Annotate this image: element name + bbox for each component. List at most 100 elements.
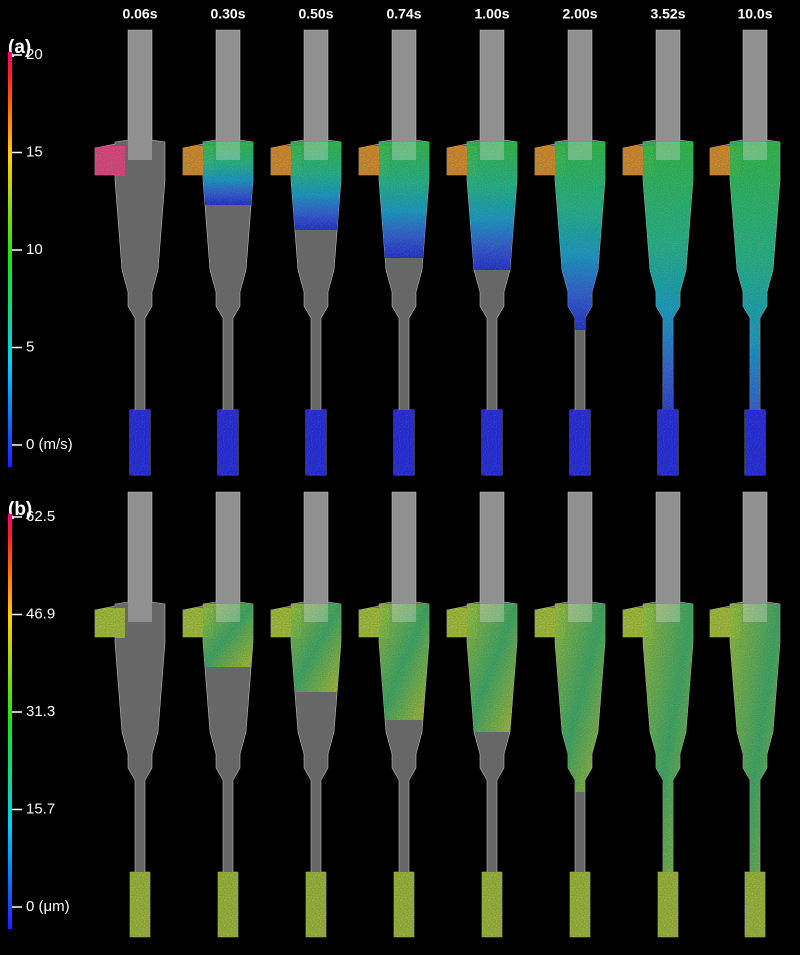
vortex-finder <box>392 492 416 622</box>
collected-particles <box>658 410 678 475</box>
cyclone <box>94 491 166 938</box>
cyclone <box>534 491 606 938</box>
cyclone <box>709 491 781 938</box>
collected-particles <box>658 872 678 937</box>
panel-label: (b) <box>8 499 32 520</box>
particles <box>710 142 780 475</box>
particles <box>95 146 150 475</box>
colorbar-label: 0 (m/s) <box>26 436 73 453</box>
cyclone-particles <box>467 142 517 270</box>
cyclone <box>446 491 518 938</box>
vortex-finder <box>304 30 328 160</box>
cyclone <box>182 491 254 938</box>
colorbar-label: 20 <box>26 46 43 63</box>
collected-particles <box>482 410 502 475</box>
cyclone-particles <box>291 142 341 230</box>
collected-particles <box>482 872 502 937</box>
colorbar-label: 46.9 <box>26 605 55 622</box>
collected-particles <box>394 872 414 937</box>
collected-particles <box>306 410 326 475</box>
cyclone-particles <box>379 142 429 258</box>
vortex-finder <box>304 492 328 622</box>
cyclone <box>622 491 694 938</box>
cyclone-particles <box>643 604 693 892</box>
vortex-finder <box>656 492 680 622</box>
vortex-finder <box>743 30 767 160</box>
vortex-finder <box>128 30 152 160</box>
vortex-finder <box>743 492 767 622</box>
cyclone <box>270 491 342 938</box>
particles <box>535 142 605 475</box>
time-label: 0.30s <box>210 6 245 22</box>
vortex-finder <box>656 30 680 160</box>
time-label: 1.00s <box>474 6 509 22</box>
vortex-finder <box>568 30 592 160</box>
particles <box>359 604 429 937</box>
time-label: 3.52s <box>650 6 685 22</box>
colorbar-label: 10 <box>26 241 43 258</box>
cyclone-particles <box>291 604 341 692</box>
cyclone <box>709 29 781 476</box>
inlet-particles <box>95 146 125 176</box>
collected-particles <box>130 872 150 937</box>
cyclone <box>358 29 430 476</box>
particles <box>623 142 693 475</box>
particles <box>359 142 429 475</box>
colorbar-label: 62.5 <box>26 508 55 525</box>
particles <box>271 604 341 937</box>
colorbar <box>8 514 12 929</box>
vortex-finder <box>568 492 592 622</box>
collected-particles <box>745 410 765 475</box>
collected-particles <box>570 410 590 475</box>
collected-particles <box>218 872 238 937</box>
particles <box>710 604 780 937</box>
cyclone <box>94 29 166 476</box>
colorbar-label: 15 <box>26 143 43 160</box>
cyclone <box>182 29 254 476</box>
particles <box>447 604 517 937</box>
cyclone-particles <box>555 142 605 330</box>
colorbar-label: 15.7 <box>26 800 55 817</box>
collected-particles <box>570 872 590 937</box>
particles <box>623 604 693 937</box>
vortex-finder <box>216 492 240 622</box>
cyclone-particles <box>555 604 605 792</box>
time-label: 2.00s <box>562 6 597 22</box>
cyclone-particles <box>467 604 517 732</box>
cyclones <box>94 29 781 938</box>
particles <box>271 142 341 475</box>
time-label: 0.06s <box>122 6 157 22</box>
time-label: 10.0s <box>737 6 772 22</box>
time-label: 0.50s <box>298 6 333 22</box>
cyclone-particles <box>379 604 429 720</box>
colorbar-label: 5 <box>26 338 34 355</box>
collected-particles <box>394 410 414 475</box>
cyclone <box>534 29 606 476</box>
time-label: 0.74s <box>386 6 421 22</box>
collected-particles <box>218 410 238 475</box>
particles <box>183 604 253 937</box>
vortex-finder <box>480 30 504 160</box>
cyclone-particles <box>203 142 253 205</box>
cyclone <box>446 29 518 476</box>
vortex-finder <box>480 492 504 622</box>
colorbar-label: 31.3 <box>26 703 55 720</box>
colorbar-label: 0 (μm) <box>26 898 70 915</box>
panel-label: (a) <box>8 37 31 58</box>
cyclone-particles <box>203 604 253 667</box>
cyclone <box>270 29 342 476</box>
collected-particles <box>745 872 765 937</box>
colorbar <box>8 52 12 467</box>
particles <box>95 608 150 937</box>
vortex-finder <box>128 492 152 622</box>
collected-particles <box>306 872 326 937</box>
particles <box>535 604 605 937</box>
cyclone <box>358 491 430 938</box>
vortex-finder <box>392 30 416 160</box>
cyclone <box>622 29 694 476</box>
cyclone-particles <box>643 142 693 430</box>
vortex-finder <box>216 30 240 160</box>
inlet-particles <box>95 608 125 638</box>
collected-particles <box>130 410 150 475</box>
